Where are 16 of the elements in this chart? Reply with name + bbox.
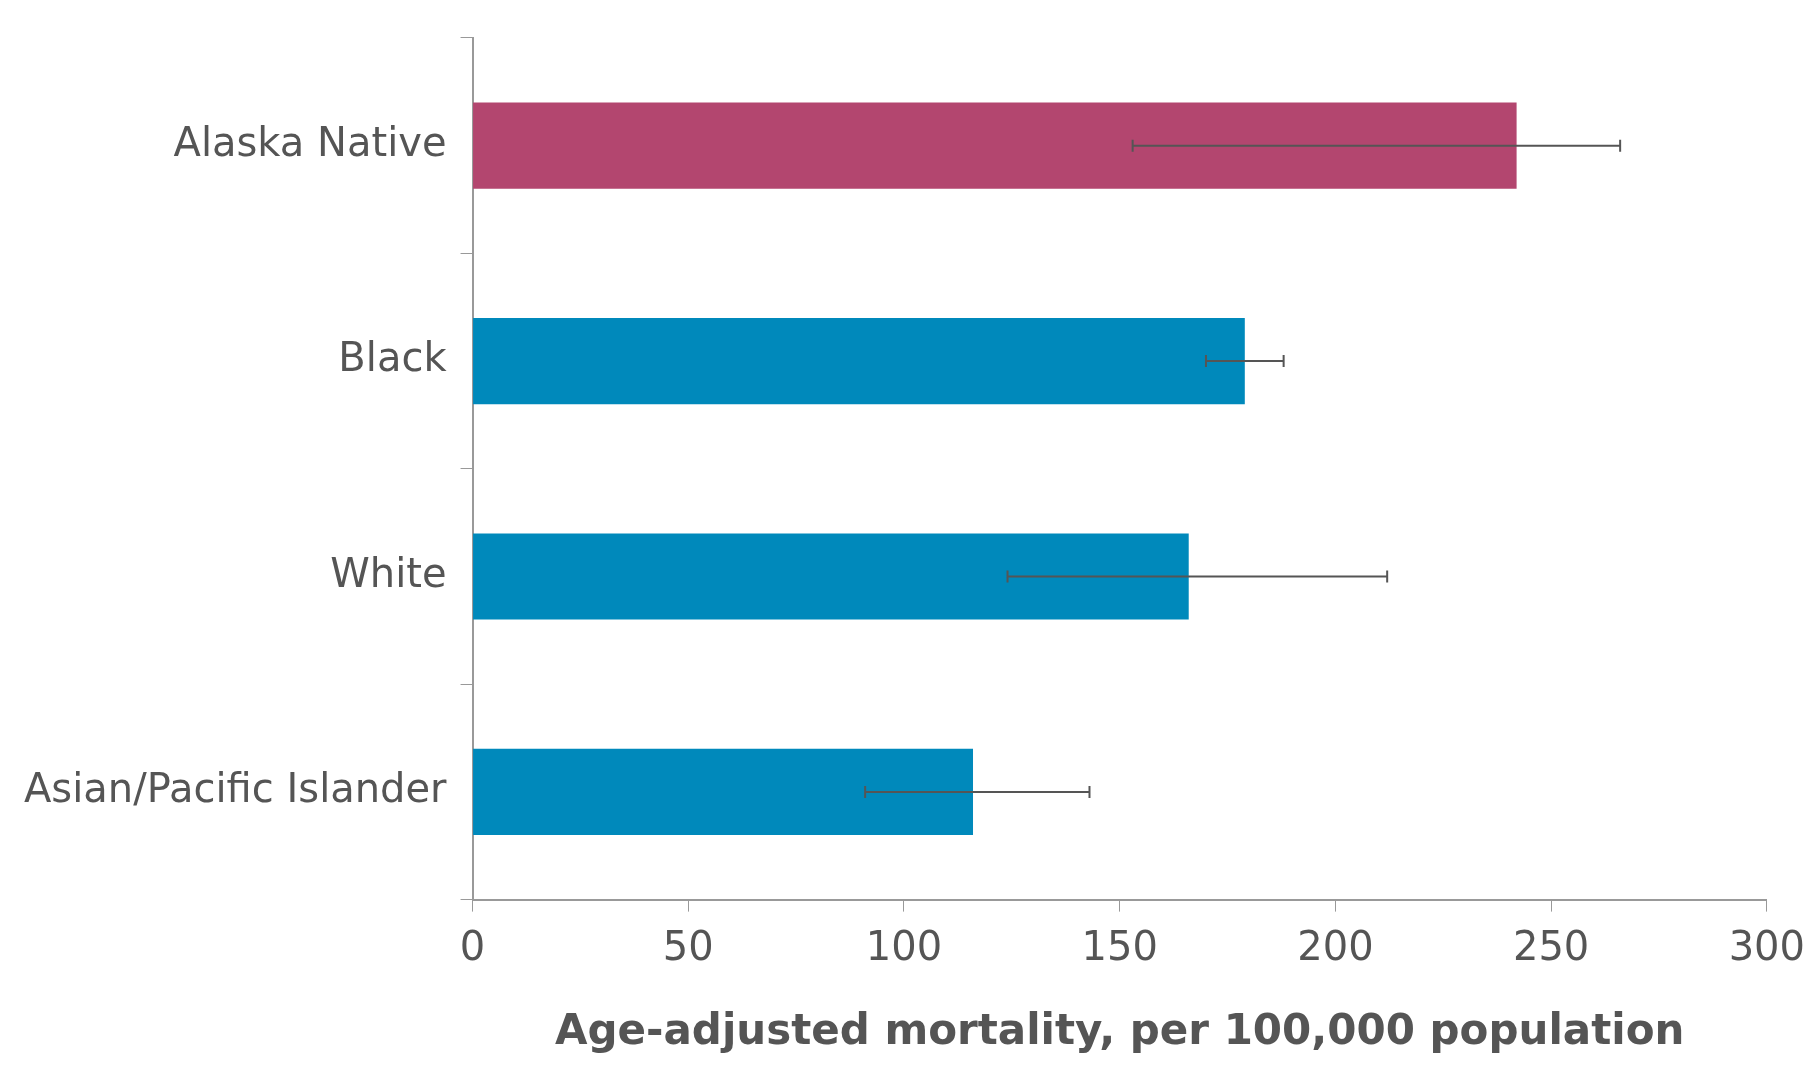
x-tick-label: 300 — [1728, 922, 1806, 969]
x-axis-title: Age-adjusted mortality, per 100,000 population — [554, 1004, 1685, 1054]
y-tick-label: Black — [338, 334, 448, 381]
x-tick-label: 50 — [662, 922, 714, 969]
x-tick-label: 200 — [1297, 922, 1374, 969]
x-tick-label: 0 — [459, 922, 486, 969]
y-tick-label: White — [330, 549, 447, 596]
bar — [473, 748, 974, 835]
y-tick-label: Asian/Pacific Islander — [24, 765, 448, 812]
y-tick-label: Alaska Native — [173, 119, 447, 166]
x-tick-label: 100 — [865, 922, 943, 969]
bar — [473, 318, 1245, 405]
x-tick-label: 150 — [1081, 922, 1158, 969]
x-tick-label: 250 — [1512, 922, 1590, 969]
bar — [473, 533, 1189, 620]
bar — [473, 102, 1517, 189]
